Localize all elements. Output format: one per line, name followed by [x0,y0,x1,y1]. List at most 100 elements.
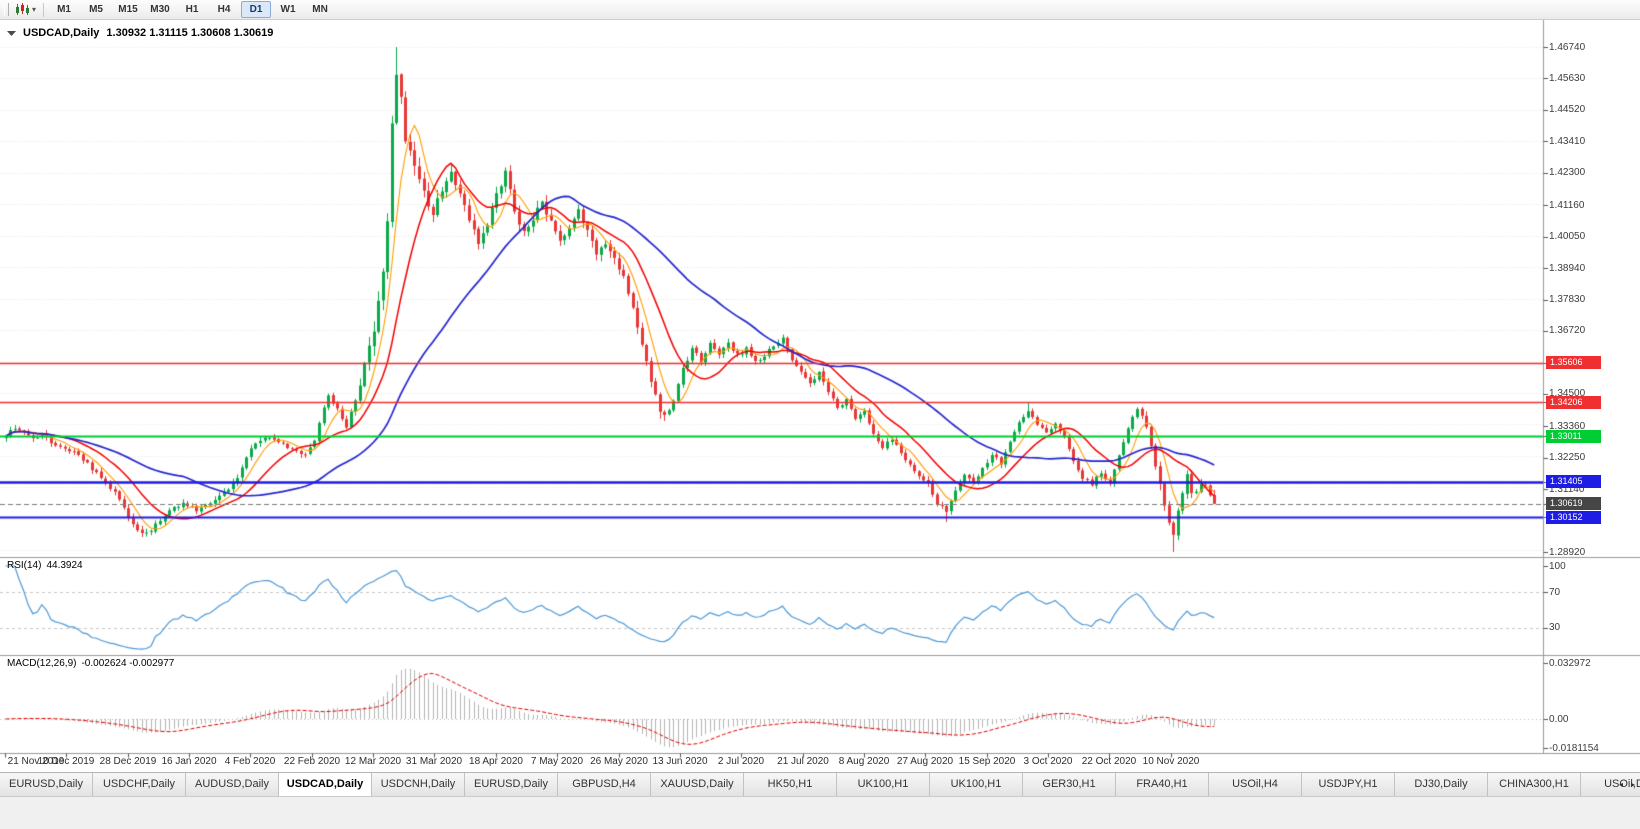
date-label: 4 Feb 2020 [224,756,276,767]
symbol-tab-usdchf-daily[interactable]: USDCHF,Daily [93,773,186,796]
timeframe-button-h4[interactable]: H4 [217,4,231,15]
date-label: 27 Aug 2020 [896,756,954,767]
symbol-tab-usdcnh-daily[interactable]: USDCNH,Daily [372,773,465,796]
price-chart-canvas[interactable] [0,20,1640,772]
timeframe-buttons-group: M1 M5 M15 M30 H1 H4 D1 W1 MN [48,1,336,18]
chart-title-icon [7,30,16,36]
date-label: 10 Nov 2020 [1142,756,1200,767]
axis-label: 1.45630 [1549,73,1586,84]
status-bar [0,796,1640,829]
axis-label: 1.43410 [1549,136,1586,147]
axis-label: 1.34500 [1549,388,1586,399]
axis-label: 1.37830 [1549,294,1586,305]
axis-label: 1.40050 [1549,231,1586,242]
symbol-tab-audusd-daily[interactable]: AUDUSD,Daily [186,773,279,796]
axis-label: 1.44520 [1549,104,1586,115]
macd-indicator-label: MACD(12,26,9) -0.002624 -0.002977 [7,658,179,669]
chart-area: USDCAD,Daily 1.30932 1.31115 1.30608 1.3… [0,20,1640,772]
axis-label: 1.38940 [1549,263,1586,274]
date-label: 18 Apr 2020 [469,756,523,767]
tab-scroll-left-button[interactable]: ◂ [1618,780,1623,789]
axis-label: 1.36720 [1549,325,1586,336]
axis-label: 1.46740 [1549,42,1586,53]
date-label: 3 Oct 2020 [1023,756,1073,767]
date-label: 8 Aug 2020 [838,756,890,767]
symbol-tab-eurusd-daily[interactable]: EURUSD,Daily [0,773,93,796]
timeframe-button-h1[interactable]: H1 [185,4,199,15]
date-label: 15 Sep 2020 [958,756,1016,767]
symbol-tab-usdcad-daily[interactable]: USDCAD,Daily [279,773,372,796]
dropdown-caret-icon[interactable]: ▾ [32,5,37,14]
symbol-tab-bar: EURUSD,Daily USDCHF,Daily AUDUSD,Daily USDC… [0,772,1640,796]
candlestick-icon [16,3,29,15]
price-axis[interactable]: 1.46740 1.45630 1.44520 1.43410 1.42300 1.411… [1546,20,1640,772]
timeframe-button-m30[interactable]: M30 [150,4,170,15]
chart-type-button[interactable] [13,2,31,18]
symbol-tab-fra40-h1[interactable]: FRA40,H1 [1116,773,1209,796]
date-label: 13 Jun 2020 [652,756,708,767]
symbol-tab-dj30-daily[interactable]: DJ30,Daily [1395,773,1488,796]
axis-label: 1.28920 [1549,547,1586,558]
axis-label: 1.33360 [1549,421,1586,432]
timeframe-button-d1[interactable]: D1 [241,1,272,18]
symbol-tab-gbpusd-h4[interactable]: GBPUSD,H4 [558,773,651,796]
tab-row: EURUSD,Daily USDCHF,Daily AUDUSD,Daily USDC… [0,773,1640,796]
price-badge-1.34206: 1.34206 [1546,396,1601,409]
axis-label: 70 [1549,587,1561,598]
symbol-tab-usoil-h4[interactable]: USOil,H4 [1209,773,1302,796]
toolbar-separator [43,2,45,17]
chart-symbol-label: USDCAD,Daily [23,27,100,39]
timeframe-button-m5[interactable]: M5 [89,4,103,15]
symbol-tab-uk100-h1[interactable]: UK100,H1 [837,773,930,796]
price-badge-1.31405: 1.31405 [1546,475,1601,488]
date-label: 21 Nov 2019 [7,756,65,767]
axis-label: 1.42300 [1549,167,1586,178]
symbol-tab-ger30-h1[interactable]: GER30,H1 [1023,773,1116,796]
symbol-tab-eurusd-daily[interactable]: EURUSD,Daily [465,773,558,796]
rsi-indicator-label: RSI(14) 44.3924 [7,560,88,571]
date-label: 26 May 2020 [590,756,648,767]
tab-scroll-right-button[interactable]: ▸ [1630,780,1635,789]
price-badge-1.33011: 1.33011 [1546,430,1601,443]
axis-label: 30 [1549,622,1561,633]
date-label: 22 Feb 2020 [283,756,341,767]
axis-label: 1.31140 [1549,484,1585,495]
axis-label: 100 [1549,561,1566,572]
axis-label: 1.41160 [1549,200,1585,211]
axis-label: 1.32250 [1549,452,1586,463]
date-label: 10 Dec 2019 [37,756,95,767]
rsi-name: RSI(14) [7,560,42,571]
timeframe-toolbar: ▾ M1 M5 M15 M30 H1 H4 D1 W1 MN [0,0,1640,20]
date-label: 16 Jan 2020 [161,756,217,767]
price-badge-1.30152: 1.30152 [1546,511,1601,524]
macd-name: MACD(12,26,9) [7,658,77,669]
price-badge-1.35606: 1.35606 [1546,356,1601,369]
axis-label: 0.032972 [1549,658,1591,669]
rsi-value: 44.3924 [46,560,83,571]
time-axis[interactable]: 21 Nov 2019 10 Dec 2019 28 Dec 2019 16 Jan … [0,756,1543,772]
axis-label: 0.00 [1549,714,1569,725]
date-label: 21 Jul 2020 [777,756,829,767]
price-badge-1.30619: 1.30619 [1546,497,1601,510]
timeframe-button-m1[interactable]: M1 [57,4,71,15]
timeframe-button-w1[interactable]: W1 [280,4,296,15]
timeframe-button-mn[interactable]: MN [312,4,328,15]
tab-scroll-arrows: ◂ ▸ [1615,773,1639,796]
symbol-tab-usdjpy-h1[interactable]: USDJPY,H1 [1302,773,1395,796]
axis-label: -0.0181154 [1549,743,1599,754]
date-label: 7 May 2020 [530,756,584,767]
symbol-tab-china300-h1[interactable]: CHINA300,H1 [1488,773,1581,796]
timeframe-button-m15[interactable]: M15 [118,4,138,15]
macd-values: -0.002624 -0.002977 [81,658,175,669]
symbol-tab-usoil-da[interactable]: USOil,Da [1581,773,1640,796]
toolbar-grip[interactable] [4,3,9,16]
date-label: 31 Mar 2020 [405,756,463,767]
symbol-tab-xauusd-daily[interactable]: XAUUSD,Daily [651,773,744,796]
date-label: 12 Mar 2020 [344,756,402,767]
date-label: 28 Dec 2019 [99,756,157,767]
symbol-tab-uk100-h1[interactable]: UK100,H1 [930,773,1023,796]
date-label: 2 Jul 2020 [717,756,765,767]
symbol-tab-hk50-h1[interactable]: HK50,H1 [744,773,837,796]
date-label: 22 Oct 2020 [1081,756,1137,767]
